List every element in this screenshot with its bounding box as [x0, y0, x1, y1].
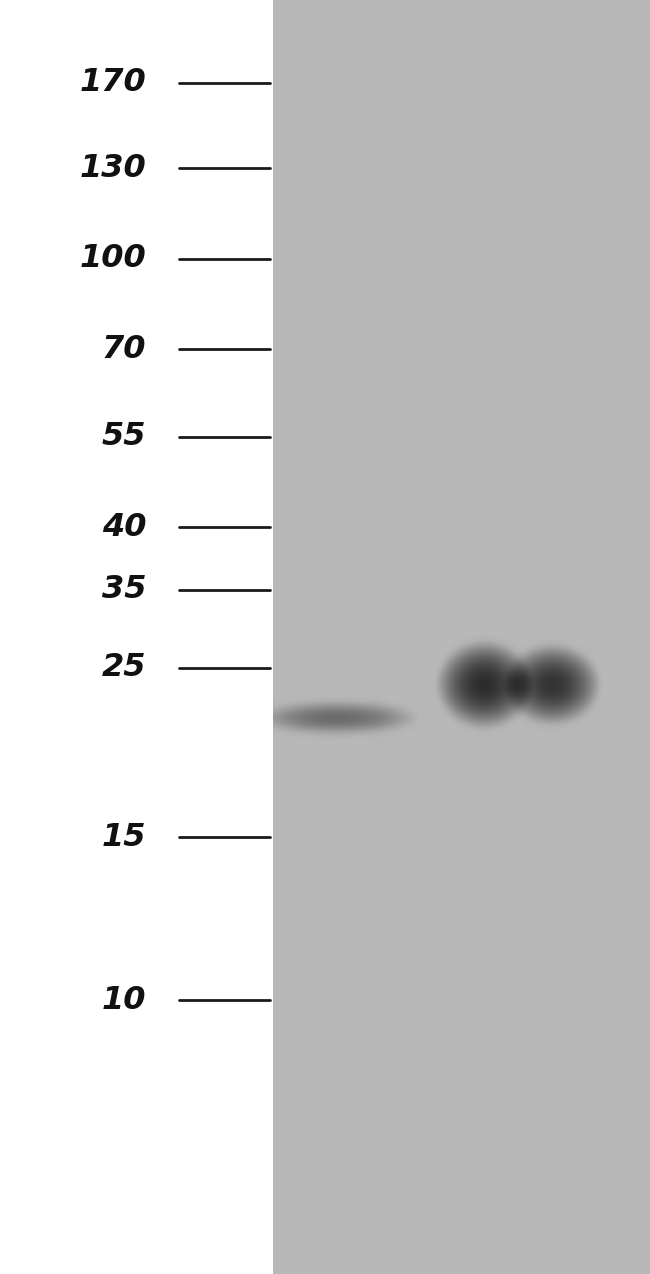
Text: 25: 25: [102, 652, 146, 683]
Text: 35: 35: [102, 575, 146, 605]
Text: 130: 130: [79, 153, 146, 183]
Text: 70: 70: [102, 334, 146, 364]
Text: 170: 170: [79, 68, 146, 98]
Text: 100: 100: [79, 243, 146, 274]
Text: 55: 55: [102, 422, 146, 452]
Text: 15: 15: [102, 822, 146, 852]
Text: 10: 10: [102, 985, 146, 1015]
FancyBboxPatch shape: [0, 0, 273, 1274]
Text: 40: 40: [102, 512, 146, 543]
